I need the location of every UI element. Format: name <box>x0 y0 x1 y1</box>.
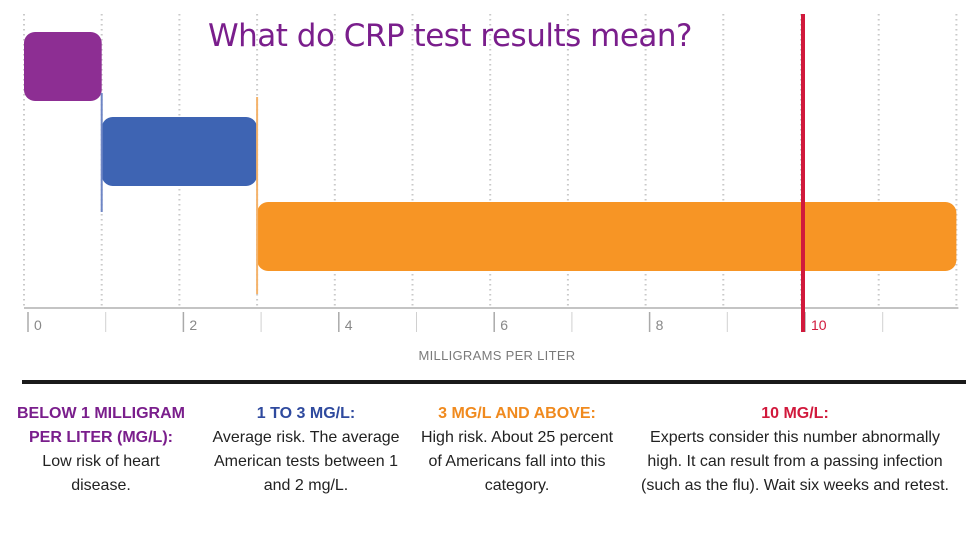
x-tick-label: 10 <box>811 317 827 333</box>
legend-heading: 10 MG/L: <box>761 405 829 422</box>
legend-heading: 1 TO 3 MG/L: <box>256 405 356 422</box>
chart-title: What do CRP test results mean? <box>208 18 693 54</box>
x-axis-label: MILLIGRAMS PER LITER <box>418 348 576 363</box>
legend-heading: 3 MG/L AND ABOVE: <box>438 405 596 422</box>
legend-body: Low risk of heart disease. <box>42 453 160 494</box>
section-divider <box>22 380 966 384</box>
range-bar <box>257 202 957 271</box>
x-tick-label: 6 <box>500 317 508 333</box>
range-bar <box>101 117 258 186</box>
legend-10: 10 MG/L: Experts consider this number ab… <box>640 402 950 498</box>
legend-1-to-3: 1 TO 3 MG/L: Average risk. The average A… <box>204 402 408 498</box>
range-bar <box>24 32 102 101</box>
x-tick-label: 2 <box>189 317 197 333</box>
legend-body: Experts consider this number abnormally … <box>641 429 949 494</box>
legend-body: Average risk. The average American tests… <box>212 429 400 494</box>
legend-below-1: BELOW 1 MILLIGRAM PER LITER (MG/L): Low … <box>12 402 190 498</box>
x-tick-label: 4 <box>345 317 353 333</box>
legend-body: High risk. About 25 percent of Americans… <box>420 429 614 494</box>
legend-3-and-above: 3 MG/L AND ABOVE: High risk. About 25 pe… <box>414 402 620 498</box>
x-tick-label: 8 <box>656 317 664 333</box>
legend-heading: BELOW 1 MILLIGRAM PER LITER (MG/L): <box>17 405 185 446</box>
x-tick-label: 0 <box>34 317 42 333</box>
